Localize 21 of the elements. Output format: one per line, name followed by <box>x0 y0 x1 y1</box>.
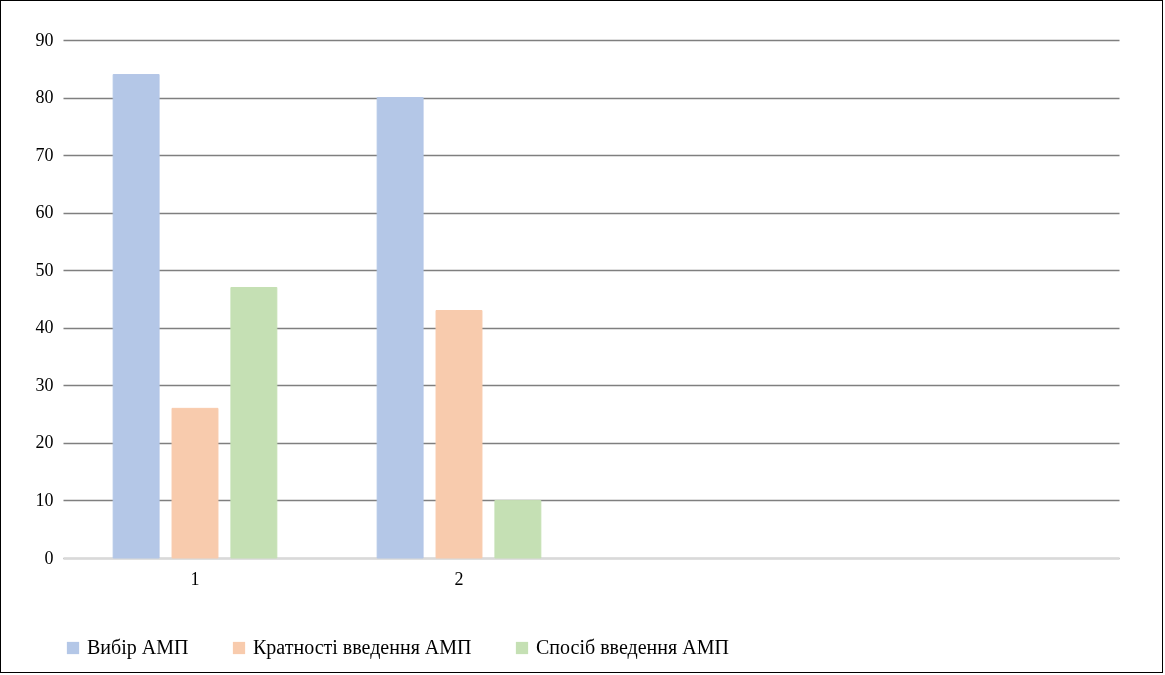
y-tick-label: 20 <box>35 432 54 453</box>
legend-label: Вибір АМП <box>87 636 189 659</box>
bar <box>494 499 542 559</box>
bar <box>376 97 424 559</box>
y-tick-label: 10 <box>35 489 54 510</box>
y-tick-label: 80 <box>35 87 54 108</box>
y-tick-label: 50 <box>35 259 54 280</box>
x-tick-label: 1 <box>190 568 200 589</box>
y-tick-label: 0 <box>44 547 54 568</box>
y-tick-label: 70 <box>35 144 54 165</box>
y-tick-label: 60 <box>35 202 54 223</box>
bar <box>435 310 483 559</box>
legend-label: Спосіб введення АМП <box>536 636 729 659</box>
bar <box>230 286 278 559</box>
x-tick-label: 2 <box>454 568 464 589</box>
y-tick-label: 30 <box>35 374 54 395</box>
y-tick-label: 40 <box>35 317 54 338</box>
y-tick-label: 90 <box>35 29 54 50</box>
legend-label: Кратності введення АМП <box>253 636 472 659</box>
bar <box>112 74 160 559</box>
bar <box>171 407 219 559</box>
